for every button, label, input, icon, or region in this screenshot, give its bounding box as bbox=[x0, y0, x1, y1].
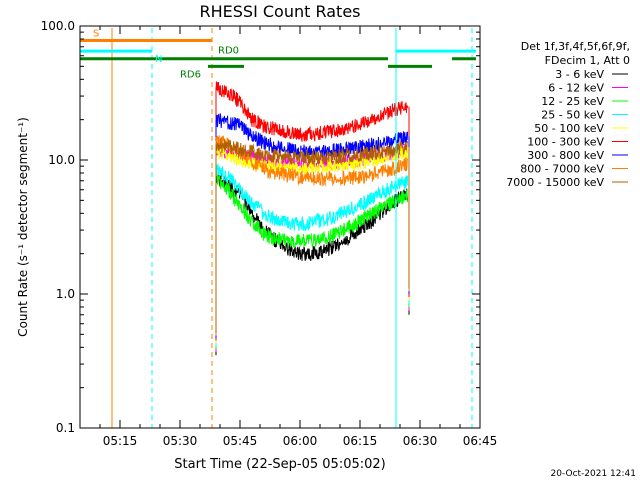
annotation-layer: S N RD0 RD6 bbox=[79, 28, 476, 428]
series-line-2 bbox=[215, 170, 409, 249]
mode-bar-label-1: N bbox=[155, 54, 162, 65]
legend-label-1: 6 - 12 keV bbox=[548, 82, 604, 95]
x-tick-label: 06:15 bbox=[343, 434, 378, 448]
legend: Det 1f,3f,4f,5f,6f,9f,FDecim 1, Att 03 -… bbox=[506, 40, 630, 189]
x-tick-label: 06:30 bbox=[403, 434, 438, 448]
x-tick-label: 05:15 bbox=[103, 434, 138, 448]
x-tick-label: 06:00 bbox=[283, 434, 318, 448]
plot-frame bbox=[79, 25, 481, 429]
legend-label-7: 800 - 7000 keV bbox=[520, 163, 604, 176]
y-tick-label: 10.0 bbox=[48, 153, 75, 167]
legend-label-3: 25 - 50 keV bbox=[541, 109, 604, 122]
legend-label-0: 3 - 6 keV bbox=[555, 68, 604, 81]
legend-label-2: 12 - 25 keV bbox=[541, 95, 604, 108]
mode-bar-label-2: RD0 bbox=[218, 46, 239, 57]
legend-label-4: 50 - 100 keV bbox=[534, 122, 604, 135]
legend-label-8: 7000 - 15000 keV bbox=[506, 176, 604, 189]
x-tick-label: 05:30 bbox=[163, 434, 198, 448]
legend-header-line: FDecim 1, Att 0 bbox=[545, 54, 630, 67]
y-tick-label: 0.1 bbox=[56, 421, 75, 435]
series-line-0 bbox=[215, 173, 409, 262]
y-axis-label: Count Rate (s⁻¹ detector segment⁻¹) bbox=[16, 117, 30, 337]
mode-bar-label-0: S bbox=[93, 28, 99, 39]
y-tick-label: 100.0 bbox=[41, 19, 75, 33]
chart-title: RHESSI Count Rates bbox=[200, 2, 361, 21]
legend-label-5: 100 - 300 keV bbox=[527, 136, 604, 149]
x-tick-label: 06:45 bbox=[463, 434, 498, 448]
mode-bar-label-3: RD6 bbox=[180, 69, 201, 80]
legend-label-6: 300 - 800 keV bbox=[527, 149, 604, 162]
series-layer bbox=[215, 81, 410, 356]
footer-timestamp: 20-Oct-2021 12:41 bbox=[551, 469, 636, 479]
series-line-3 bbox=[215, 163, 409, 232]
x-tick-label: 05:45 bbox=[223, 434, 258, 448]
y-tick-label: 1.0 bbox=[56, 287, 75, 301]
series-line-5 bbox=[215, 81, 409, 142]
x-axis-label: Start Time (22-Sep-05 05:05:02) bbox=[174, 457, 385, 472]
legend-header-line: Det 1f,3f,4f,5f,6f,9f, bbox=[521, 40, 630, 53]
series-line-7 bbox=[215, 135, 409, 187]
axes-layer: 0.1 1.0 10.0 100.0 05:15 05:30 05:45 06:00 06:15… bbox=[41, 19, 498, 448]
series-line-4 bbox=[215, 144, 409, 175]
series-line-8 bbox=[215, 138, 409, 166]
